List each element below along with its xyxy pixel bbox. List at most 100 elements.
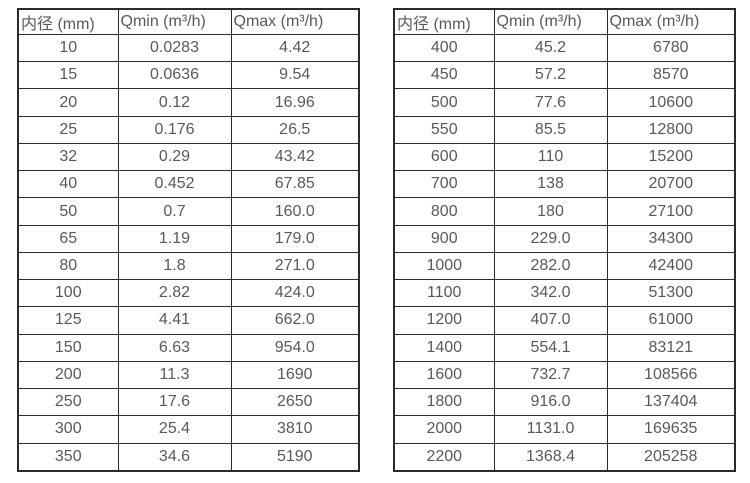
- table-cell: 0.452: [117, 170, 232, 199]
- table-cell: 500: [393, 88, 495, 117]
- table-body: 400 45.2 6780 450 57.2 8570 500 77.6 10600 550 85.…: [393, 33, 736, 472]
- table-cell: 800: [393, 197, 495, 226]
- table-row: 900 229.0 34300: [393, 224, 736, 253]
- table-row: 2000 1131.0 169635: [393, 415, 736, 444]
- table-row: 200 11.3 1690: [17, 360, 360, 390]
- table-cell: 6780: [606, 33, 736, 63]
- table-cell: 169635: [606, 415, 736, 444]
- table-cell: 6.63: [117, 333, 232, 362]
- table-cell: 180: [493, 197, 608, 226]
- table-cell: 0.29: [117, 142, 232, 172]
- table-cell: 26.5: [230, 115, 360, 144]
- table-cell: 179.0: [230, 224, 360, 253]
- table-cell: 1368.4: [493, 442, 608, 472]
- table-row: 65 1.19 179.0: [17, 224, 360, 253]
- table-cell: 1200: [393, 306, 495, 335]
- table-cell: 43.42: [230, 142, 360, 172]
- table-cell: 1400: [393, 333, 495, 362]
- table-cell: 1690: [230, 360, 360, 390]
- table-cell: 137404: [606, 388, 736, 417]
- table-cell: 12800: [606, 115, 736, 144]
- column-header-diameter: 内径 (mm): [17, 8, 119, 35]
- table-cell: 108566: [606, 360, 736, 390]
- table-cell: 16.96: [230, 88, 360, 117]
- table-row: 1800 916.0 137404: [393, 388, 736, 417]
- table-cell: 15: [17, 61, 119, 90]
- table-cell: 250: [17, 388, 119, 417]
- table-row: 1600 732.7 108566: [393, 360, 736, 390]
- table-cell: 0.0283: [117, 33, 232, 63]
- table-row: 80 1.8 271.0: [17, 251, 360, 281]
- table-cell: 10: [17, 33, 119, 63]
- table-cell: 50: [17, 197, 119, 226]
- table-cell: 57.2: [493, 61, 608, 90]
- table-row: 450 57.2 8570: [393, 61, 736, 90]
- table-cell: 4.42: [230, 33, 360, 63]
- table-cell: 350: [17, 442, 119, 472]
- table-header-row: 内径 (mm) Qmin (m³/h) Qmax (m³/h): [17, 8, 360, 35]
- table-cell: 1800: [393, 388, 495, 417]
- table-cell: 34.6: [117, 442, 232, 472]
- table-row: 50 0.7 160.0: [17, 197, 360, 226]
- table-cell: 282.0: [493, 251, 608, 281]
- table-row: 800 180 27100: [393, 197, 736, 226]
- column-header-qmax: Qmax (m³/h): [606, 8, 736, 35]
- table-cell: 11.3: [117, 360, 232, 390]
- column-header-qmin: Qmin (m³/h): [117, 8, 232, 35]
- table-cell: 100: [17, 279, 119, 308]
- flow-spec-table-large-diameters: 内径 (mm) Qmin (m³/h) Qmax (m³/h) 400 45.2 6…: [393, 8, 736, 472]
- table-cell: 15200: [606, 142, 736, 172]
- table-cell: 0.0636: [117, 61, 232, 90]
- table-cell: 40: [17, 170, 119, 199]
- table-cell: 0.176: [117, 115, 232, 144]
- table-row: 150 6.63 954.0: [17, 333, 360, 362]
- table-cell: 25.4: [117, 415, 232, 444]
- table-row: 700 138 20700: [393, 170, 736, 199]
- table-cell: 900: [393, 224, 495, 253]
- table-row: 100 2.82 424.0: [17, 279, 360, 308]
- table-row: 2200 1368.4 205258: [393, 442, 736, 472]
- table-cell: 954.0: [230, 333, 360, 362]
- table-cell: 2650: [230, 388, 360, 417]
- table-cell: 45.2: [493, 33, 608, 63]
- table-cell: 20700: [606, 170, 736, 199]
- table-cell: 662.0: [230, 306, 360, 335]
- table-cell: 42400: [606, 251, 736, 281]
- table-cell: 2.82: [117, 279, 232, 308]
- table-cell: 1100: [393, 279, 495, 308]
- table-cell: 554.1: [493, 333, 608, 362]
- table-header-row: 内径 (mm) Qmin (m³/h) Qmax (m³/h): [393, 8, 736, 35]
- table-cell: 25: [17, 115, 119, 144]
- table-cell: 407.0: [493, 306, 608, 335]
- table-cell: 17.6: [117, 388, 232, 417]
- table-row: 1400 554.1 83121: [393, 333, 736, 362]
- table-cell: 65: [17, 224, 119, 253]
- table-cell: 550: [393, 115, 495, 144]
- table-cell: 0.7: [117, 197, 232, 226]
- table-cell: 125: [17, 306, 119, 335]
- table-cell: 138: [493, 170, 608, 199]
- table-row: 125 4.41 662.0: [17, 306, 360, 335]
- table-cell: 2000: [393, 415, 495, 444]
- table-cell: 271.0: [230, 251, 360, 281]
- table-cell: 77.6: [493, 88, 608, 117]
- table-cell: 300: [17, 415, 119, 444]
- flow-spec-table-small-diameters: 内径 (mm) Qmin (m³/h) Qmax (m³/h) 10 0.0283…: [17, 8, 360, 472]
- table-row: 400 45.2 6780: [393, 33, 736, 63]
- table-row: 350 34.6 5190: [17, 442, 360, 472]
- table-cell: 916.0: [493, 388, 608, 417]
- table-cell: 10600: [606, 88, 736, 117]
- table-cell: 27100: [606, 197, 736, 226]
- table-cell: 150: [17, 333, 119, 362]
- table-cell: 700: [393, 170, 495, 199]
- table-cell: 80: [17, 251, 119, 281]
- table-cell: 61000: [606, 306, 736, 335]
- table-row: 600 110 15200: [393, 142, 736, 172]
- table-row: 32 0.29 43.42: [17, 142, 360, 172]
- table-cell: 1.19: [117, 224, 232, 253]
- table-cell: 450: [393, 61, 495, 90]
- table-cell: 600: [393, 142, 495, 172]
- table-cell: 205258: [606, 442, 736, 472]
- table-cell: 4.41: [117, 306, 232, 335]
- table-cell: 342.0: [493, 279, 608, 308]
